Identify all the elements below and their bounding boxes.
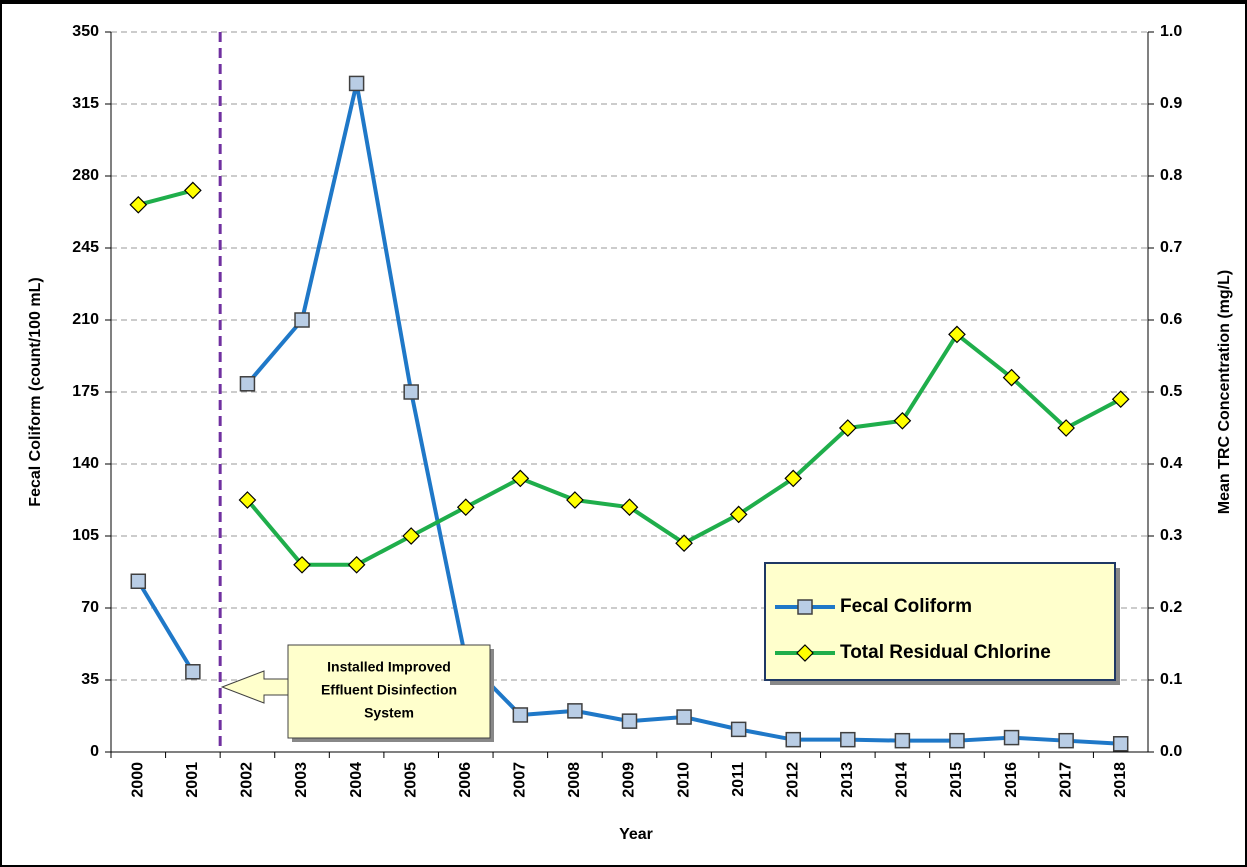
y-tick-label: 105 xyxy=(72,527,99,544)
y-tick-label: 175 xyxy=(72,383,99,400)
marker xyxy=(184,181,202,200)
y2-axis-title: Mean TRC Concentration (mg/L) xyxy=(1216,270,1233,514)
legend: Fecal Coliform Total Residual Chlorine xyxy=(764,562,1120,685)
y2-tick-label: 1.0 xyxy=(1160,23,1182,40)
x-tick-label: 2012 xyxy=(784,762,801,798)
y-tick-label: 280 xyxy=(72,167,99,184)
marker xyxy=(948,325,966,344)
x-tick-label: 2003 xyxy=(293,762,310,798)
marker xyxy=(1112,736,1129,752)
y-tick-label: 350 xyxy=(72,23,99,40)
x-tick-label: 2005 xyxy=(402,762,419,798)
marker xyxy=(784,469,803,488)
y-tick-label: 210 xyxy=(72,311,99,328)
marker xyxy=(1003,729,1020,746)
x-tick-label: 2009 xyxy=(621,762,638,798)
y2-tick-label: 0.1 xyxy=(1160,671,1182,688)
y2-tick-label: 0.5 xyxy=(1160,383,1182,400)
marker xyxy=(294,312,310,328)
x-tick-label: 2008 xyxy=(566,762,583,798)
y2-tick-label: 0.2 xyxy=(1160,599,1182,616)
marker xyxy=(894,732,911,749)
marker xyxy=(129,195,148,214)
marker xyxy=(293,555,311,574)
y2-tick-label: 0.9 xyxy=(1160,95,1182,112)
marker xyxy=(566,491,584,509)
marker xyxy=(567,703,583,719)
x-tick-label: 2006 xyxy=(457,762,474,798)
callout-text: System xyxy=(364,705,414,721)
marker xyxy=(838,419,857,437)
marker xyxy=(511,469,530,488)
y-tick-label: 140 xyxy=(72,455,99,472)
marker xyxy=(1057,419,1075,437)
callout-arrow xyxy=(220,670,289,704)
y-tick-label: 245 xyxy=(72,239,99,256)
x-tick-label: 2015 xyxy=(948,762,965,798)
x-tick-label: 2001 xyxy=(184,762,201,798)
marker xyxy=(239,376,256,392)
marker xyxy=(185,664,201,680)
x-tick-label: 2013 xyxy=(839,762,856,798)
marker xyxy=(456,498,475,517)
y-axis-title: Fecal Coliform (count/100 mL) xyxy=(27,277,44,506)
x-tick-label: 2014 xyxy=(894,762,911,798)
marker xyxy=(893,411,912,430)
marker xyxy=(676,709,692,725)
y2-tick-label: 0.7 xyxy=(1160,239,1182,256)
x-tick-label: 2004 xyxy=(348,762,365,798)
y2-tick-label: 0.6 xyxy=(1160,311,1182,328)
x-axis-title: Year xyxy=(619,826,653,843)
x-tick-label: 2017 xyxy=(1057,762,1074,798)
callout-text: Installed Improved xyxy=(327,659,451,675)
marker xyxy=(949,732,965,749)
marker xyxy=(1058,732,1074,749)
marker xyxy=(729,505,748,524)
y-tick-label: 35 xyxy=(81,671,99,688)
marker xyxy=(785,731,801,748)
marker xyxy=(1111,390,1130,409)
x-tick-label: 2011 xyxy=(730,762,747,797)
legend-marker xyxy=(796,644,814,662)
y-tick-label: 0 xyxy=(90,743,99,760)
marker xyxy=(130,573,147,590)
marker xyxy=(512,707,529,723)
legend-box xyxy=(764,562,1116,681)
series-line xyxy=(136,580,195,673)
top-band xyxy=(0,0,1247,4)
y2-tick-label: 0.4 xyxy=(1160,455,1182,472)
x-tick-label: 2018 xyxy=(1112,762,1129,798)
x-tick-label: 2010 xyxy=(675,762,692,798)
x-tick-label: 2000 xyxy=(130,762,147,798)
marker xyxy=(621,713,638,729)
legend-marker xyxy=(797,599,813,615)
marker xyxy=(730,721,747,738)
marker xyxy=(840,731,856,748)
legend-label: Fecal Coliform xyxy=(840,596,972,617)
x-tick-label: 2016 xyxy=(1003,762,1020,798)
y-tick-label: 70 xyxy=(81,599,99,616)
y2-tick-label: 0.8 xyxy=(1160,167,1182,184)
legend-label: Total Residual Chlorine xyxy=(840,642,1051,663)
marker xyxy=(347,555,366,574)
marker xyxy=(675,534,693,553)
callout: Installed Improved Effluent Disinfection S… xyxy=(220,644,494,742)
marker xyxy=(1002,368,1021,387)
y2-tick-label: 0.0 xyxy=(1160,743,1182,760)
y-tick-label: 315 xyxy=(72,95,99,112)
y2-tick-label: 0.3 xyxy=(1160,527,1182,544)
callout-text: Effluent Disinfection xyxy=(321,682,457,698)
marker xyxy=(403,384,419,400)
marker xyxy=(620,498,639,517)
series-line xyxy=(137,188,194,207)
marker xyxy=(402,527,421,545)
x-tick-label: 2002 xyxy=(239,762,256,798)
x-tick-label: 2007 xyxy=(512,762,529,798)
marker xyxy=(348,75,365,92)
marker xyxy=(238,491,257,509)
